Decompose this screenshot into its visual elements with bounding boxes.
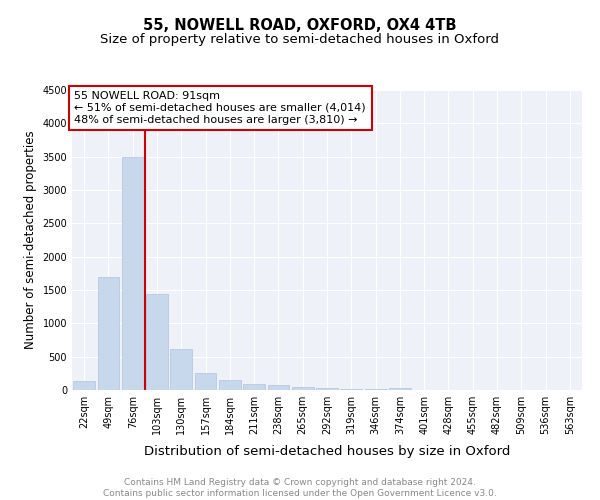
Y-axis label: Number of semi-detached properties: Number of semi-detached properties [24, 130, 37, 350]
Bar [194, 372, 217, 390]
Bar [243, 384, 265, 390]
Text: Contains HM Land Registry data © Crown copyright and database right 2024.
Contai: Contains HM Land Registry data © Crown c… [103, 478, 497, 498]
Bar [389, 388, 411, 390]
Bar [122, 156, 143, 390]
Bar [340, 388, 362, 390]
Text: Size of property relative to semi-detached houses in Oxford: Size of property relative to semi-detach… [101, 32, 499, 46]
Bar [73, 382, 95, 390]
Bar [146, 294, 168, 390]
Bar [170, 348, 192, 390]
Text: 55, NOWELL ROAD, OXFORD, OX4 4TB: 55, NOWELL ROAD, OXFORD, OX4 4TB [143, 18, 457, 32]
Bar [316, 388, 338, 390]
Bar [219, 380, 241, 390]
Bar [365, 389, 386, 390]
Bar [292, 386, 314, 390]
Bar [97, 276, 119, 390]
Bar [268, 385, 289, 390]
X-axis label: Distribution of semi-detached houses by size in Oxford: Distribution of semi-detached houses by … [144, 446, 510, 458]
Text: 55 NOWELL ROAD: 91sqm
← 51% of semi-detached houses are smaller (4,014)
48% of s: 55 NOWELL ROAD: 91sqm ← 51% of semi-deta… [74, 92, 366, 124]
